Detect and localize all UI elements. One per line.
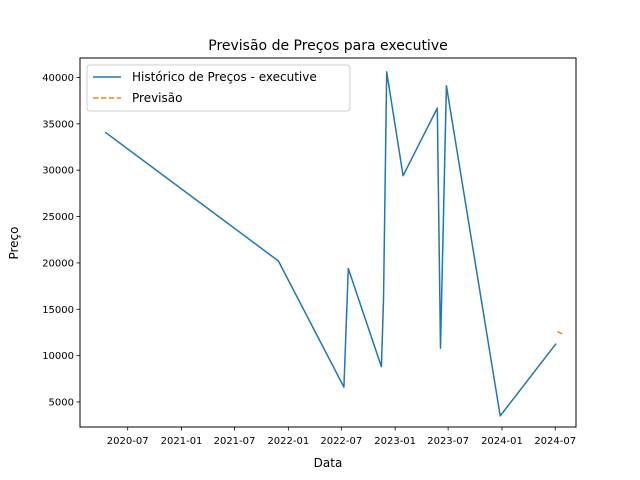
- legend-label-1: Histórico de Preços - executive: [132, 70, 317, 84]
- x-tick-label: 2022-07: [320, 436, 362, 447]
- x-axis-label: Data: [314, 456, 343, 470]
- x-tick-label: 2022-01: [267, 436, 309, 447]
- legend-label-2: Previsão: [132, 91, 182, 105]
- legend: Histórico de Preços - executive Previsão: [86, 64, 351, 112]
- series-line-1: [104, 71, 557, 417]
- chart-title: Previsão de Preços para executive: [208, 38, 447, 54]
- y-axis-label: Preço: [7, 226, 21, 259]
- y-tick-label: 5000: [49, 397, 74, 408]
- y-axis-ticks: 5000 10000 15000 20000 25000 30000 35000 40000: [42, 73, 80, 408]
- y-tick-label: 20000: [42, 258, 74, 269]
- series-layer: [104, 71, 564, 417]
- y-tick-label: 35000: [42, 119, 74, 130]
- x-tick-label: 2023-07: [427, 436, 469, 447]
- x-tick-label: 2020-07: [107, 436, 149, 447]
- plot-frame: [79, 57, 577, 428]
- series-line-2: [556, 330, 564, 335]
- x-tick-label: 2021-01: [161, 436, 203, 447]
- y-tick-label: 30000: [42, 166, 74, 177]
- y-tick-label: 15000: [42, 305, 74, 316]
- legend-box: [86, 64, 351, 112]
- x-axis-ticks: 2020-07 2021-01 2021-07 2022-01 2022-07 2023-…: [107, 427, 576, 447]
- x-tick-label: 2024-07: [534, 436, 576, 447]
- y-tick-label: 10000: [42, 351, 74, 362]
- y-tick-label: 40000: [42, 73, 74, 84]
- x-tick-label: 2023-01: [374, 436, 416, 447]
- x-tick-label: 2021-07: [214, 436, 256, 447]
- y-tick-label: 25000: [42, 212, 74, 223]
- x-tick-label: 2024-01: [481, 436, 523, 447]
